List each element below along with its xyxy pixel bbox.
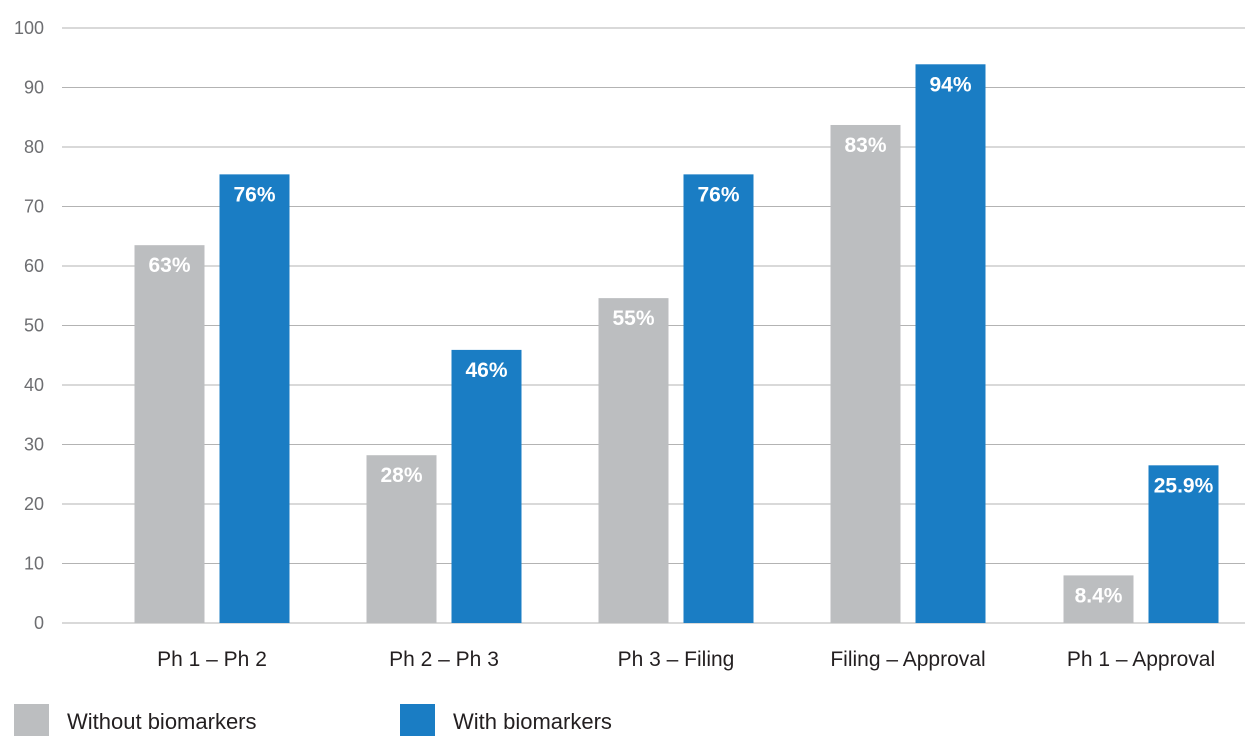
x-tick-label: Filing – Approval — [830, 648, 985, 671]
bar-with-biomarkers — [219, 174, 290, 623]
x-tick-label: Ph 2 – Ph 3 — [389, 648, 499, 671]
legend-label: With biomarkers — [453, 709, 612, 734]
x-tick-label: Ph 1 – Approval — [1067, 648, 1215, 671]
bar-without-biomarkers — [598, 298, 669, 623]
y-tick-label: 80 — [24, 137, 44, 157]
bar-value-label: 25.9% — [1154, 474, 1214, 497]
bar-value-label: 94% — [929, 73, 971, 96]
y-tick-label: 70 — [24, 197, 44, 217]
bar-labels: 63% 28% 55% 83% 8.4% 76% 46% 76% 94% 25.9% — [148, 73, 1213, 607]
y-tick-label: 100 — [14, 18, 44, 38]
legend-swatch — [14, 704, 49, 736]
bar-value-label: 46% — [465, 359, 507, 382]
bar-with-biomarkers — [915, 64, 986, 624]
x-axis-ticks: Ph 1 – Ph 2 Ph 2 – Ph 3 Ph 3 – Filing Filin… — [157, 648, 1215, 671]
legend-label: Without biomarkers — [67, 709, 257, 734]
y-tick-label: 60 — [24, 256, 44, 276]
bar-value-label: 76% — [233, 183, 275, 206]
x-tick-label: Ph 3 – Filing — [618, 648, 735, 671]
bar-value-label: 28% — [380, 464, 422, 487]
bar-with-biomarkers — [451, 349, 522, 623]
x-tick-label: Ph 1 – Ph 2 — [157, 648, 267, 671]
bar-value-label: 76% — [697, 183, 739, 206]
y-tick-label: 0 — [34, 613, 44, 633]
legend: Without biomarkers With biomarkers — [14, 704, 612, 736]
bars — [134, 64, 1219, 624]
bar-with-biomarkers — [1148, 465, 1219, 623]
bar-without-biomarkers — [134, 245, 205, 624]
legend-swatch — [400, 704, 435, 736]
bar-value-label: 63% — [148, 254, 190, 277]
bar-without-biomarkers — [1063, 575, 1134, 623]
y-tick-label: 20 — [24, 494, 44, 514]
bar-value-label: 55% — [612, 307, 654, 330]
y-tick-label: 50 — [24, 316, 44, 336]
y-tick-label: 10 — [24, 554, 44, 574]
bar-with-biomarkers — [683, 174, 754, 623]
y-tick-label: 30 — [24, 435, 44, 455]
bar-without-biomarkers — [830, 124, 901, 624]
bar-value-label: 83% — [844, 134, 886, 157]
y-tick-label: 40 — [24, 375, 44, 395]
bar-without-biomarkers — [366, 455, 437, 623]
bar-value-label: 8.4% — [1075, 584, 1123, 607]
y-tick-label: 90 — [24, 78, 44, 98]
y-axis-ticks: 0 10 20 30 40 50 60 70 80 90 100 — [14, 18, 44, 633]
